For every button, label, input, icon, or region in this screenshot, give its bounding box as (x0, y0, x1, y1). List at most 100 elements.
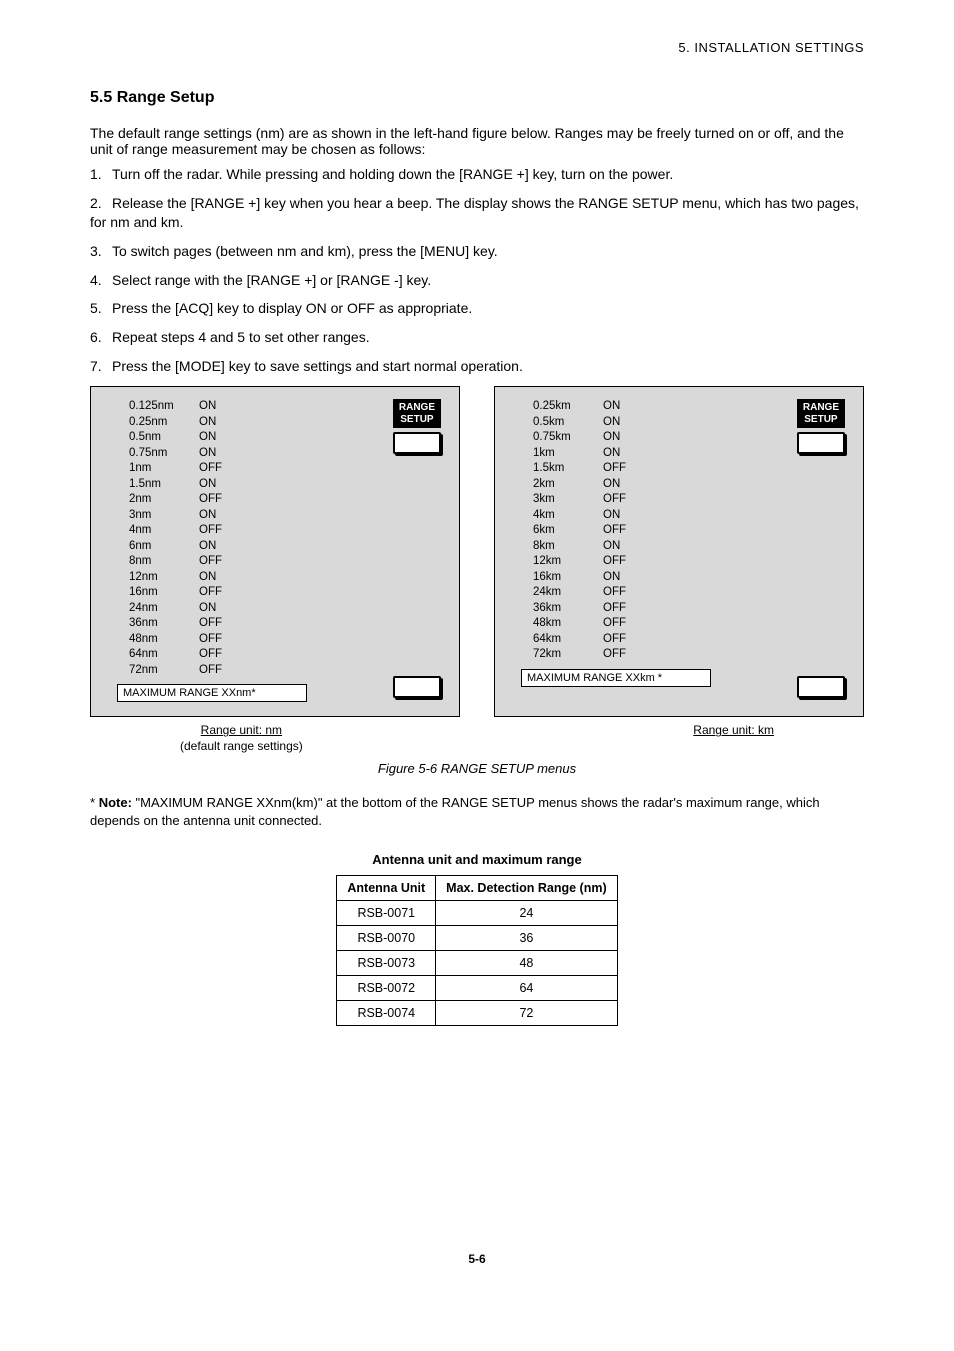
note-paragraph: * Note: "MAXIMUM RANGE XXnm(km)" at the … (90, 794, 864, 829)
panel-km-right: RANGESETUP (697, 399, 847, 702)
soft-button-icon (797, 676, 845, 698)
range-row: 36kmOFF (533, 601, 697, 617)
range-row: 6kmOFF (533, 523, 697, 539)
section-title: 5.5 Range Setup (90, 89, 864, 107)
step-text: Press the [MODE] key to save settings an… (112, 358, 523, 374)
table-cell: 48 (436, 950, 617, 975)
range-row: 24nmON (129, 601, 293, 617)
range-state: ON (199, 570, 239, 586)
steps-list: 1.Turn off the radar. While pressing and… (90, 165, 864, 376)
table-cell: 64 (436, 975, 617, 1000)
table-row: RSB-007348 (337, 950, 617, 975)
range-label: 64nm (129, 647, 199, 663)
soft-button-icon (393, 432, 441, 454)
range-state: OFF (199, 461, 239, 477)
soft-button-icon (797, 432, 845, 454)
range-state: OFF (199, 492, 239, 508)
range-row: 16nmOFF (129, 585, 293, 601)
caption-title: Range unit: nm (180, 723, 303, 737)
range-label: 0.5nm (129, 430, 199, 446)
range-state: OFF (603, 523, 643, 539)
range-state: ON (199, 477, 239, 493)
range-state: OFF (603, 616, 643, 632)
range-row: 0.75nmON (129, 446, 293, 462)
range-label: 72km (533, 647, 603, 663)
range-row: 16kmON (533, 570, 697, 586)
panel-km: 0.25kmON0.5kmON0.75kmON1kmON1.5kmOFF2kmO… (494, 386, 864, 717)
range-row: 8kmON (533, 539, 697, 555)
range-row: 0.5nmON (129, 430, 293, 446)
range-state: ON (603, 477, 643, 493)
range-state: ON (603, 430, 643, 446)
range-state: OFF (603, 492, 643, 508)
range-label: 16nm (129, 585, 199, 601)
range-setup-label: RANGESETUP (797, 399, 845, 428)
range-state: ON (199, 539, 239, 555)
step-text: To switch pages (between nm and km), pre… (112, 243, 498, 259)
range-label: 0.75nm (129, 446, 199, 462)
step-text: Select range with the [RANGE +] or [RANG… (112, 272, 431, 288)
range-label: 8km (533, 539, 603, 555)
intro-paragraph: The default range settings (nm) are as s… (90, 125, 864, 157)
range-row: 0.25kmON (533, 399, 697, 415)
range-label: 8nm (129, 554, 199, 570)
range-label: 1km (533, 446, 603, 462)
page-number: 5-6 (90, 1252, 864, 1266)
range-label: 2km (533, 477, 603, 493)
range-label: 12km (533, 554, 603, 570)
range-row: 1nmOFF (129, 461, 293, 477)
range-row: 3nmON (129, 508, 293, 524)
range-row: 2nmOFF (129, 492, 293, 508)
range-state: ON (199, 601, 239, 617)
table-cell: RSB-0072 (337, 975, 436, 1000)
range-label: 24nm (129, 601, 199, 617)
table-row: RSB-007264 (337, 975, 617, 1000)
range-state: ON (603, 539, 643, 555)
range-row: 48kmOFF (533, 616, 697, 632)
range-label: 1nm (129, 461, 199, 477)
range-row: 0.75kmON (533, 430, 697, 446)
range-label: 2nm (129, 492, 199, 508)
table-cell: 36 (436, 925, 617, 950)
range-state: ON (199, 399, 239, 415)
panel-nm-right: RANGESETUP (293, 399, 443, 702)
note-text: "MAXIMUM RANGE XXnm(km)" at the bottom o… (90, 795, 820, 828)
range-row: 72nmOFF (129, 663, 293, 679)
range-state: ON (603, 415, 643, 431)
range-state: ON (603, 508, 643, 524)
range-label: 0.25km (533, 399, 603, 415)
step-text: Repeat steps 4 and 5 to set other ranges… (112, 329, 370, 345)
caption-nm: Range unit: nm (default range settings) (180, 723, 303, 753)
table-header: Max. Detection Range (nm) (436, 875, 617, 900)
range-row: 0.25nmON (129, 415, 293, 431)
range-row: 4nmOFF (129, 523, 293, 539)
caption-km: Range unit: km (693, 723, 774, 753)
range-state: OFF (199, 663, 239, 679)
range-label: 6nm (129, 539, 199, 555)
range-row: 12kmOFF (533, 554, 697, 570)
range-label: 12nm (129, 570, 199, 586)
table-cell: RSB-0073 (337, 950, 436, 975)
range-label: 1.5nm (129, 477, 199, 493)
note-label: Note: (99, 795, 132, 810)
range-label: 0.125nm (129, 399, 199, 415)
range-state: OFF (603, 554, 643, 570)
caption-subtitle: (default range settings) (180, 739, 303, 753)
range-state: OFF (199, 616, 239, 632)
panel-captions: Range unit: nm (default range settings) … (90, 723, 864, 753)
range-label: 24km (533, 585, 603, 601)
table-row: RSB-007124 (337, 900, 617, 925)
range-state: OFF (603, 461, 643, 477)
range-row: 64kmOFF (533, 632, 697, 648)
range-row: 1.5nmON (129, 477, 293, 493)
range-state: OFF (199, 632, 239, 648)
range-row: 64nmOFF (129, 647, 293, 663)
table-cell: 24 (436, 900, 617, 925)
range-state: ON (603, 399, 643, 415)
table-cell: RSB-0071 (337, 900, 436, 925)
step-text: Turn off the radar. While pressing and h… (112, 166, 673, 182)
range-label: 6km (533, 523, 603, 539)
caption-title: Range unit: km (693, 723, 774, 737)
range-label: 0.75km (533, 430, 603, 446)
range-row: 72kmOFF (533, 647, 697, 663)
